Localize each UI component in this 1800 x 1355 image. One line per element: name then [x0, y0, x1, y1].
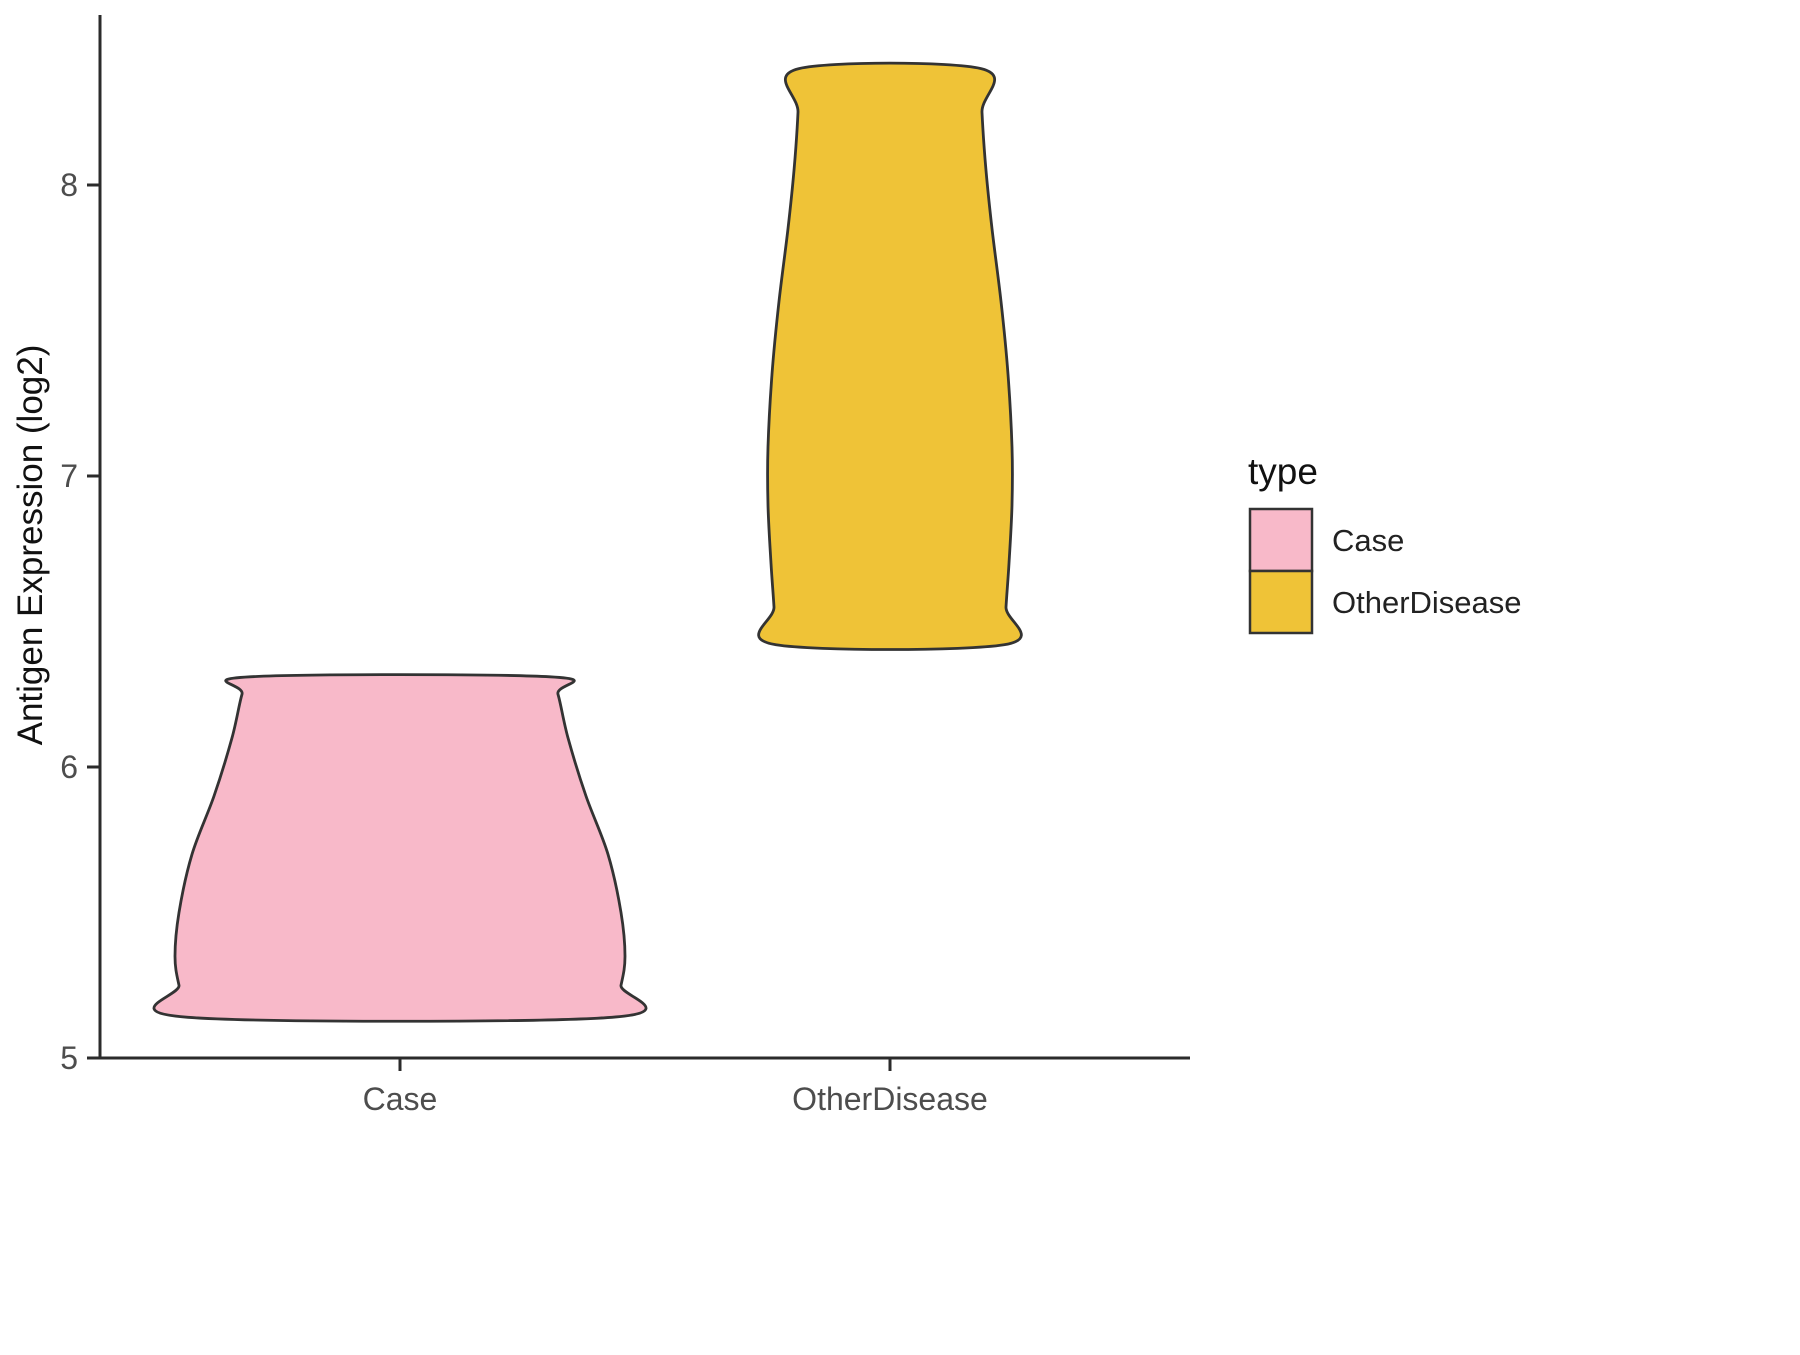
y-tick-label: 6 [60, 749, 78, 785]
legend-title: type [1248, 451, 1318, 492]
legend-key-otherdisease [1248, 569, 1314, 635]
y-tick-label: 7 [60, 458, 78, 494]
y-axis-ticks: 5 6 7 8 [60, 167, 100, 1076]
y-axis-title: Antigen Expression (log2) [11, 345, 50, 746]
legend-label-otherdisease: OtherDisease [1332, 585, 1522, 620]
legend: type Case OtherDisease [1248, 451, 1522, 635]
legend-label-case: Case [1332, 523, 1404, 558]
violin-case [152, 673, 648, 1023]
y-tick-label: 8 [60, 167, 78, 203]
violins [152, 61, 1023, 1023]
x-tick-label: Case [363, 1081, 438, 1117]
x-tick-label: OtherDisease [792, 1081, 988, 1117]
x-axis-ticks: Case OtherDisease [363, 1058, 988, 1117]
y-tick-label: 5 [60, 1040, 78, 1076]
violin-otherdisease [757, 61, 1023, 651]
legend-key-case [1248, 507, 1314, 573]
